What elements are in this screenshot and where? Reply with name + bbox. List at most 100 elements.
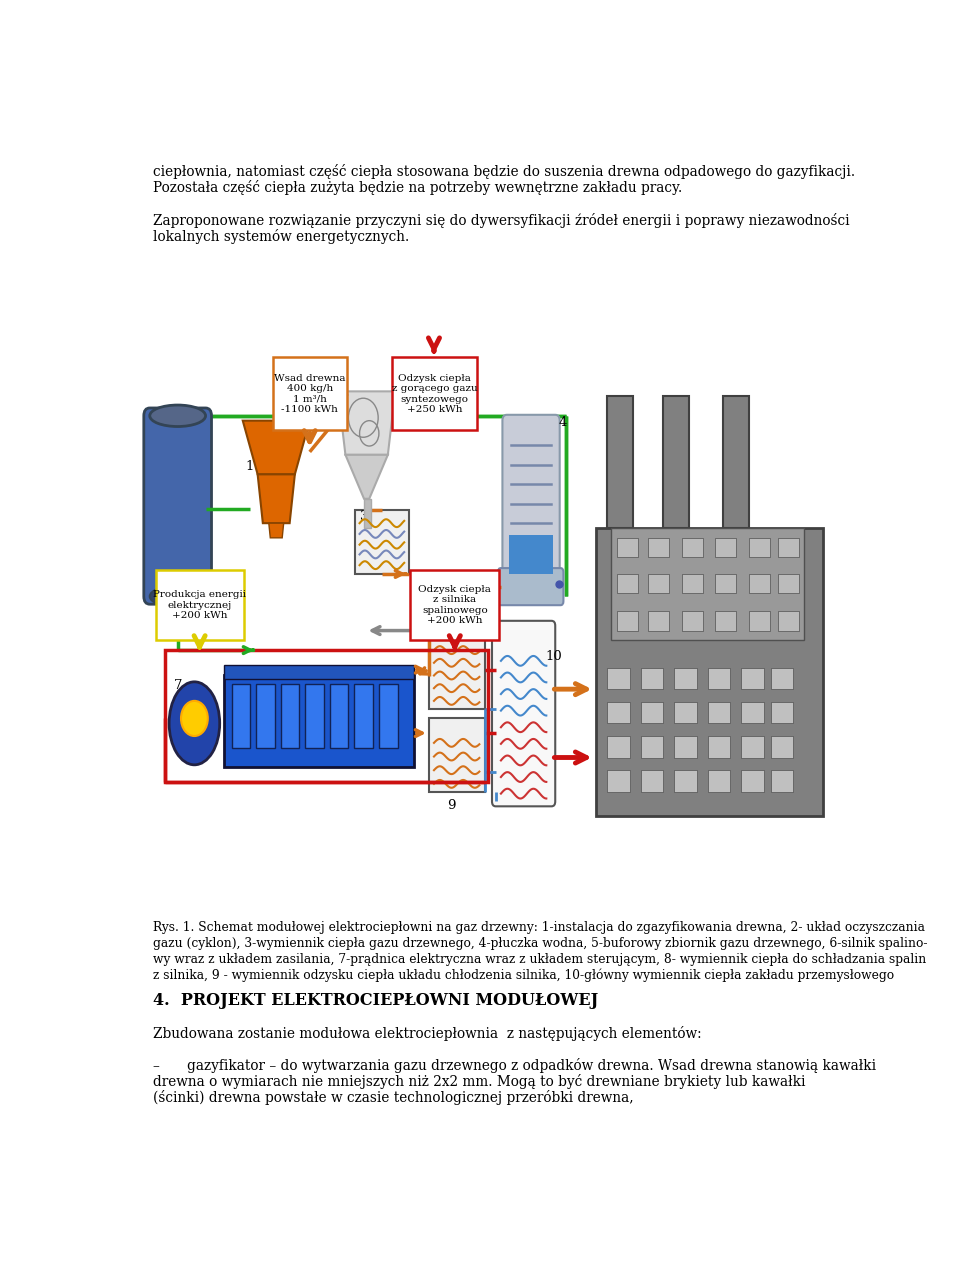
FancyBboxPatch shape [256, 685, 275, 748]
FancyBboxPatch shape [648, 538, 669, 558]
FancyBboxPatch shape [608, 668, 630, 690]
FancyBboxPatch shape [708, 735, 731, 757]
FancyBboxPatch shape [771, 770, 793, 791]
Ellipse shape [150, 404, 205, 426]
Text: Produkcja energii
elektrycznej
+200 kWh: Produkcja energii elektrycznej +200 kWh [153, 591, 246, 620]
FancyBboxPatch shape [410, 571, 499, 640]
FancyBboxPatch shape [364, 498, 372, 527]
FancyBboxPatch shape [617, 574, 637, 593]
FancyBboxPatch shape [617, 538, 637, 558]
Ellipse shape [169, 682, 220, 765]
FancyBboxPatch shape [355, 511, 409, 574]
FancyBboxPatch shape [608, 702, 630, 723]
Text: wy wraz z układem zasilania, 7-prądnica elektryczna wraz z układem sterującym, 8: wy wraz z układem zasilania, 7-prądnica … [154, 952, 926, 966]
FancyBboxPatch shape [608, 396, 634, 527]
FancyBboxPatch shape [779, 611, 800, 630]
FancyBboxPatch shape [502, 415, 560, 583]
FancyBboxPatch shape [641, 735, 663, 757]
FancyBboxPatch shape [611, 527, 804, 640]
Text: 1: 1 [245, 460, 253, 473]
FancyBboxPatch shape [674, 668, 697, 690]
FancyBboxPatch shape [674, 735, 697, 757]
Text: ⚡: ⚡ [190, 715, 198, 728]
FancyBboxPatch shape [741, 702, 763, 723]
Text: Wsad drewna
400 kg/h
1 m³/h
-1100 kWh: Wsad drewna 400 kg/h 1 m³/h -1100 kWh [274, 374, 346, 413]
FancyBboxPatch shape [674, 770, 697, 791]
FancyBboxPatch shape [280, 685, 300, 748]
Text: 10: 10 [545, 650, 563, 663]
FancyBboxPatch shape [715, 574, 736, 593]
FancyBboxPatch shape [379, 685, 397, 748]
FancyBboxPatch shape [144, 408, 211, 605]
Text: Odzysk ciepła
z gorącego gazu
syntezowego
+250 kWh: Odzysk ciepła z gorącego gazu syntezoweg… [392, 374, 477, 413]
FancyBboxPatch shape [429, 630, 485, 709]
FancyBboxPatch shape [708, 668, 731, 690]
FancyBboxPatch shape [231, 685, 251, 748]
FancyBboxPatch shape [682, 574, 703, 593]
FancyBboxPatch shape [492, 621, 555, 806]
FancyBboxPatch shape [225, 675, 414, 767]
FancyBboxPatch shape [509, 535, 553, 574]
Text: 2: 2 [340, 387, 348, 399]
FancyBboxPatch shape [641, 702, 663, 723]
Text: Zbudowana zostanie modułowa elektrociepłownia  z następujących elementów:: Zbudowana zostanie modułowa elektrociepł… [154, 1026, 702, 1041]
Text: 6: 6 [290, 664, 299, 678]
Text: –  gazyfikator – do wytwarzania gazu drzewnego z odpadków drewna. Wsad drewna st: – gazyfikator – do wytwarzania gazu drze… [154, 1059, 876, 1073]
FancyBboxPatch shape [641, 770, 663, 791]
Text: z silnika, 9 - wymiennik odzysku ciepła układu chłodzenia silnika, 10-główny wym: z silnika, 9 - wymiennik odzysku ciepła … [154, 969, 895, 983]
Text: drewna o wymiarach nie mniejszych niż 2x2 mm. Mogą to być drewniane brykiety lub: drewna o wymiarach nie mniejszych niż 2x… [154, 1074, 806, 1089]
FancyBboxPatch shape [749, 574, 770, 593]
FancyBboxPatch shape [663, 396, 689, 527]
FancyBboxPatch shape [771, 702, 793, 723]
Circle shape [181, 701, 207, 735]
FancyBboxPatch shape [608, 735, 630, 757]
FancyBboxPatch shape [596, 527, 823, 817]
FancyBboxPatch shape [779, 538, 800, 558]
Text: gazu (cyklon), 3-wymiennik ciepła gazu drzewnego, 4-płuczka wodna, 5-buforowy zb: gazu (cyklon), 3-wymiennik ciepła gazu d… [154, 937, 928, 950]
FancyBboxPatch shape [354, 685, 372, 748]
FancyBboxPatch shape [749, 611, 770, 630]
Polygon shape [346, 455, 388, 498]
Text: Odzysk ciepła
z silnika
spalinowego
+200 kWh: Odzysk ciepła z silnika spalinowego +200… [419, 585, 492, 625]
FancyBboxPatch shape [674, 702, 697, 723]
FancyBboxPatch shape [741, 668, 763, 690]
FancyBboxPatch shape [429, 719, 485, 791]
FancyBboxPatch shape [723, 396, 749, 527]
FancyBboxPatch shape [779, 574, 800, 593]
FancyBboxPatch shape [617, 611, 637, 630]
FancyBboxPatch shape [648, 611, 669, 630]
Text: 4.  PROJEKT ELEKTROCIEPŁOWNI MODUŁOWEJ: 4. PROJEKT ELEKTROCIEPŁOWNI MODUŁOWEJ [154, 992, 599, 1009]
FancyBboxPatch shape [156, 571, 244, 640]
Text: Zaproponowane rozwiązanie przyczyni się do dywersyfikacji źródeł energii i popra: Zaproponowane rozwiązanie przyczyni się … [154, 213, 851, 228]
Polygon shape [257, 474, 295, 524]
Polygon shape [243, 421, 310, 474]
Text: (ścinki) drewna powstałe w czasie technologicznej przeróbki drewna,: (ścinki) drewna powstałe w czasie techno… [154, 1090, 635, 1106]
Text: 4: 4 [559, 416, 567, 429]
FancyBboxPatch shape [608, 770, 630, 791]
FancyBboxPatch shape [749, 538, 770, 558]
FancyBboxPatch shape [741, 770, 763, 791]
Ellipse shape [150, 586, 205, 607]
FancyBboxPatch shape [648, 574, 669, 593]
FancyBboxPatch shape [305, 685, 324, 748]
FancyBboxPatch shape [682, 538, 703, 558]
FancyBboxPatch shape [708, 770, 731, 791]
FancyBboxPatch shape [741, 735, 763, 757]
FancyBboxPatch shape [708, 702, 731, 723]
Polygon shape [338, 392, 396, 455]
FancyBboxPatch shape [682, 611, 703, 630]
Text: 8: 8 [429, 630, 437, 644]
Text: ciepłownia, natomiast część ciepła stosowana będzie do suszenia drewna odpadoweg: ciepłownia, natomiast część ciepła stoso… [154, 165, 855, 179]
Text: 3: 3 [360, 510, 369, 522]
FancyBboxPatch shape [392, 358, 477, 430]
FancyBboxPatch shape [225, 664, 414, 680]
FancyBboxPatch shape [641, 668, 663, 690]
FancyBboxPatch shape [771, 735, 793, 757]
FancyBboxPatch shape [330, 685, 348, 748]
FancyBboxPatch shape [771, 668, 793, 690]
Text: Rys. 1. Schemat modułowej elektrociepłowni na gaz drzewny: 1-instalacja do zgazy: Rys. 1. Schemat modułowej elektrociepłow… [154, 921, 925, 933]
FancyBboxPatch shape [498, 568, 564, 605]
FancyBboxPatch shape [273, 358, 347, 430]
Text: 9: 9 [447, 799, 456, 812]
Polygon shape [269, 524, 284, 538]
